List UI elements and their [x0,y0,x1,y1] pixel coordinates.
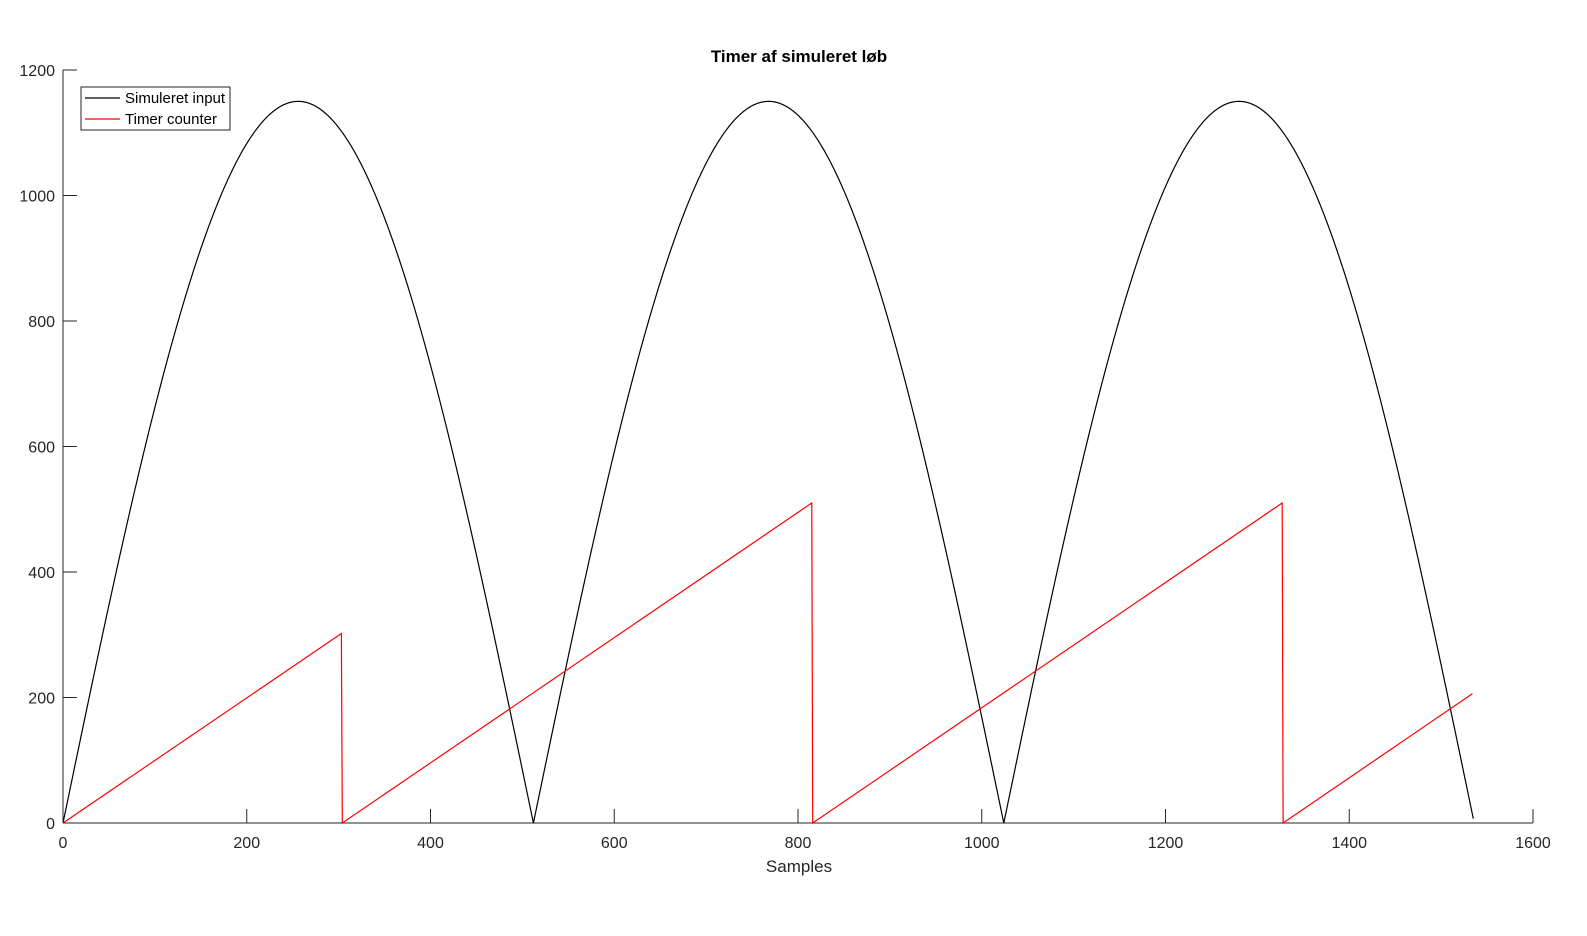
y-tick-label: 800 [28,314,55,331]
legend-label: Simuleret input [125,90,226,107]
x-tick-label: 800 [785,835,812,852]
series-line-1 [62,100,1474,824]
series-layer [62,100,1474,825]
legend-label: Timer counter [125,111,217,128]
legend-box [80,86,231,131]
y-tick-label: 1200 [19,63,55,80]
x-tick-label: 1000 [964,835,1000,852]
x-tick-label: 1200 [1148,835,1184,852]
x-tick-label: 1400 [1331,835,1367,852]
x-axis-label: Samples [766,857,832,876]
y-tick-label: 0 [46,816,55,833]
x-tick-label: 1600 [1515,835,1551,852]
x-tick-label: 400 [417,835,444,852]
x-tick-label: 200 [233,835,260,852]
axes [62,70,1533,824]
ticks-layer: 0 200 400 600 800 1000 1200 1400 1600 0 200 400 600 8… [19,63,1550,852]
x-tick-label: 0 [59,835,68,852]
series-line-2 [62,501,1473,825]
y-tick-label: 600 [28,440,55,457]
y-tick-label: 200 [28,691,55,708]
legend: Simuleret input Timer counter [80,86,231,131]
x-tick-label: 600 [601,835,628,852]
y-tick-label: 400 [28,565,55,582]
y-tick-label: 1000 [19,189,55,206]
chart-title: Timer af simuleret løb [711,47,887,66]
